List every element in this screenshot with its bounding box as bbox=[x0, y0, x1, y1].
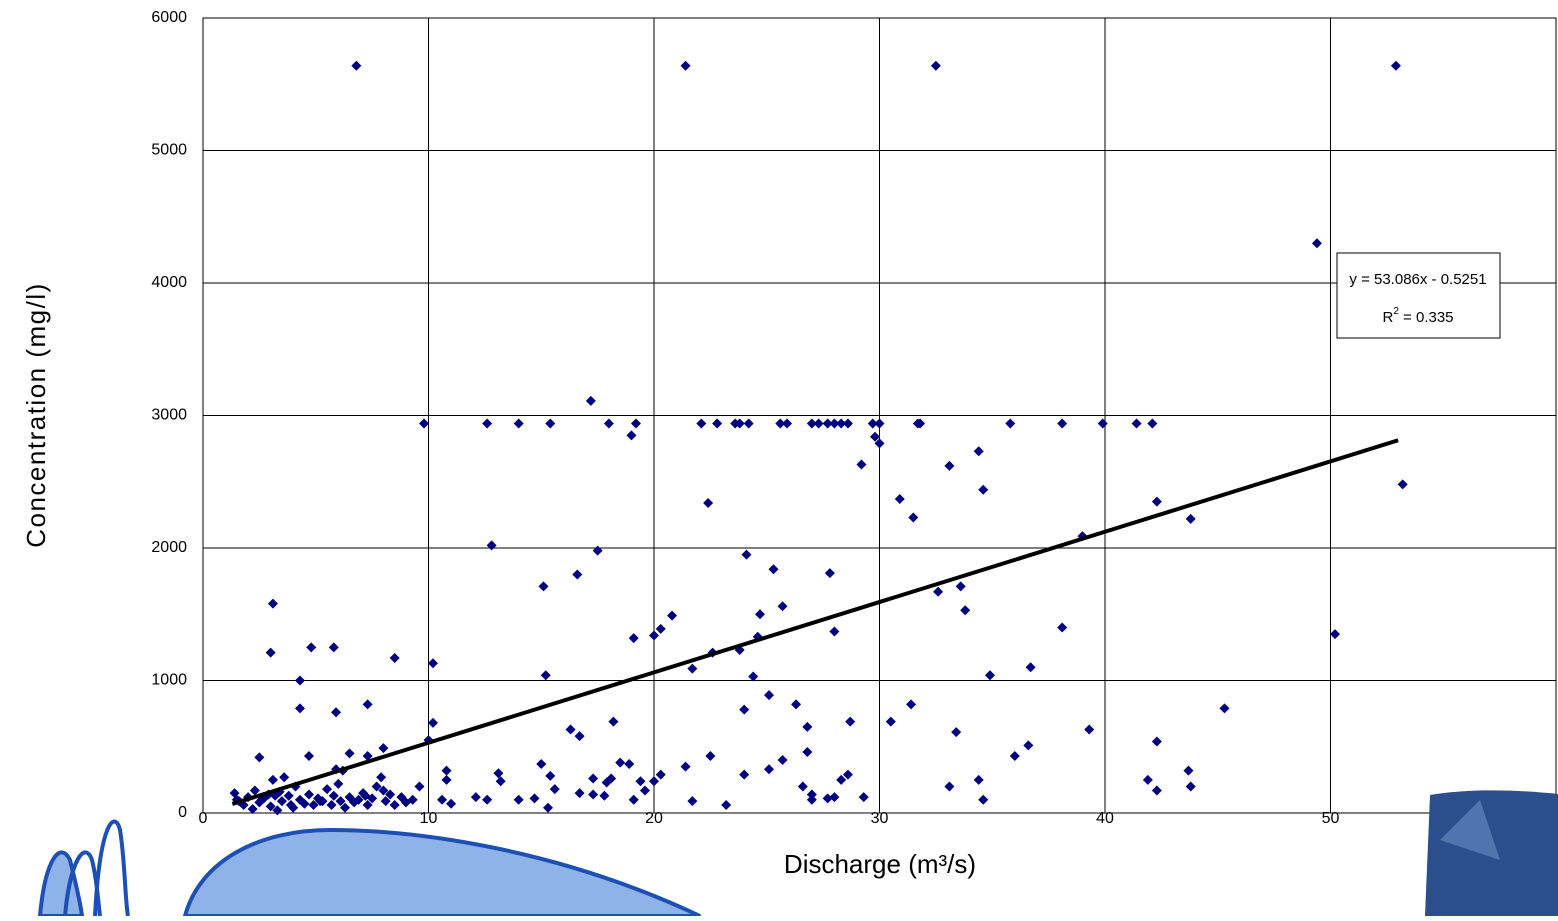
x-tick-label: 10 bbox=[420, 810, 438, 827]
y-tick-label: 2000 bbox=[151, 539, 187, 556]
x-tick-label: 20 bbox=[645, 810, 663, 827]
x-tick-label: 40 bbox=[1096, 810, 1114, 827]
page: {"chart_data": { "type": "scatter", "x_l… bbox=[0, 0, 1558, 916]
chart: 0 1000 2000 3000 4000 5000 6000 y = 53.086x - … bbox=[0, 0, 1558, 916]
r2-rest: = 0.335 bbox=[1399, 309, 1454, 326]
r-squared: R2 = 0.335 bbox=[1382, 306, 1453, 326]
x-axis-title: Discharge (m³/s) bbox=[784, 849, 976, 879]
plot-area: 0 1000 2000 3000 4000 5000 6000 bbox=[151, 9, 1556, 821]
y-tick-label: 6000 bbox=[151, 9, 187, 26]
x-tick-label: 50 bbox=[1322, 810, 1340, 827]
y-axis-title: Concentration (mg/l) bbox=[21, 282, 51, 548]
x-tick-label: 0 bbox=[199, 810, 208, 827]
trend-equation: y = 53.086x - 0.5251 bbox=[1349, 271, 1486, 288]
y-tick-label: 4000 bbox=[151, 274, 187, 291]
y-tick-label: 0 bbox=[178, 804, 187, 821]
x-tick-label: 30 bbox=[871, 810, 889, 827]
y-tick-label: 1000 bbox=[151, 672, 187, 689]
r2-base: R bbox=[1382, 309, 1393, 326]
y-tick-label: 3000 bbox=[151, 407, 187, 424]
y-tick-label: 5000 bbox=[151, 142, 187, 159]
